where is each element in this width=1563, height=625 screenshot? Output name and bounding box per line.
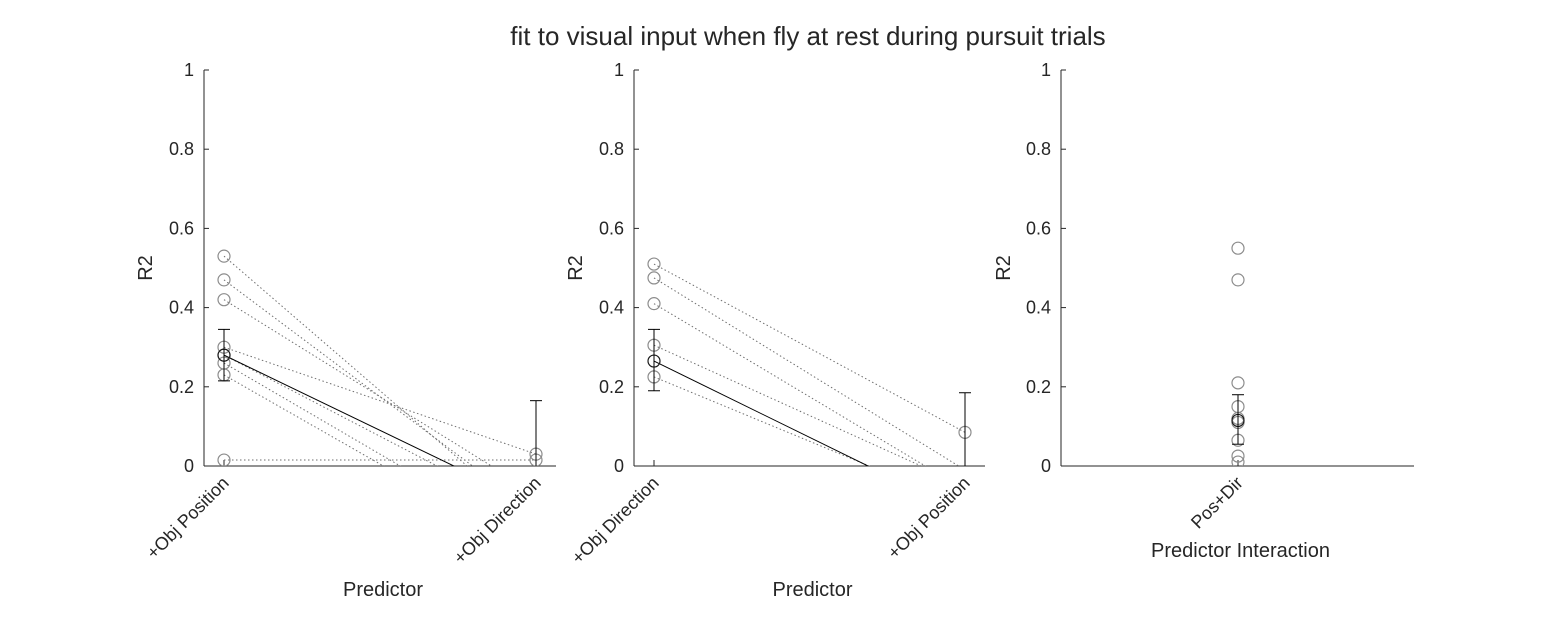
trial-point bbox=[1231, 241, 1245, 255]
trial-line bbox=[223, 299, 493, 466]
trial-line bbox=[653, 344, 923, 466]
y-tick-label: 1 bbox=[184, 60, 194, 80]
plot-area bbox=[647, 257, 972, 466]
mean-line bbox=[653, 360, 870, 466]
trial-line bbox=[653, 277, 960, 466]
trial-point bbox=[647, 297, 661, 311]
mean-line bbox=[223, 354, 456, 466]
trial-point bbox=[1231, 449, 1245, 463]
y-axis-label: R2 bbox=[993, 255, 1015, 281]
trial-point bbox=[217, 293, 231, 307]
trial-point bbox=[647, 257, 661, 271]
trial-line bbox=[223, 346, 537, 455]
trial-point bbox=[217, 273, 231, 287]
y-axis-label: R2 bbox=[565, 255, 587, 281]
figure-title: fit to visual input when fly at rest dur… bbox=[510, 21, 1105, 51]
y-tick-label: 0.8 bbox=[169, 139, 194, 159]
trial-line bbox=[653, 263, 966, 433]
trial-point bbox=[217, 249, 231, 263]
trial-point bbox=[1231, 376, 1245, 390]
x-axis-label: Predictor Interaction bbox=[1151, 540, 1330, 562]
y-tick-label: 0.6 bbox=[599, 218, 624, 238]
y-axis-label: R2 bbox=[135, 255, 157, 281]
trial-line bbox=[223, 362, 402, 466]
y-tick-label: 0 bbox=[1041, 456, 1051, 476]
y-tick-label: 0.6 bbox=[1026, 218, 1051, 238]
y-tick-label: 0.2 bbox=[169, 377, 194, 397]
y-tick-label: 0.2 bbox=[1026, 377, 1051, 397]
trial-point bbox=[1231, 273, 1245, 287]
y-tick-label: 0.4 bbox=[169, 298, 194, 318]
y-tick-label: 0.8 bbox=[1026, 139, 1051, 159]
trial-line bbox=[653, 376, 871, 466]
y-tick-label: 1 bbox=[614, 60, 624, 80]
y-tick-label: 1 bbox=[1041, 60, 1051, 80]
y-tick-label: 0.6 bbox=[169, 218, 194, 238]
x-axis-label: Predictor bbox=[772, 579, 852, 601]
trial-point bbox=[1231, 455, 1245, 466]
trial-point bbox=[647, 271, 661, 285]
trial-point bbox=[217, 453, 231, 466]
y-tick-label: 0 bbox=[184, 456, 194, 476]
y-tick-label: 0.8 bbox=[599, 139, 624, 159]
y-tick-label: 0.4 bbox=[1026, 298, 1051, 318]
y-tick-label: 0 bbox=[614, 456, 624, 476]
x-axis-label: Predictor bbox=[343, 579, 423, 601]
trial-line bbox=[223, 255, 468, 466]
y-tick-label: 0.4 bbox=[599, 298, 624, 318]
y-tick-label: 0.2 bbox=[599, 377, 624, 397]
trial-line bbox=[223, 279, 474, 466]
trial-line bbox=[653, 303, 927, 466]
